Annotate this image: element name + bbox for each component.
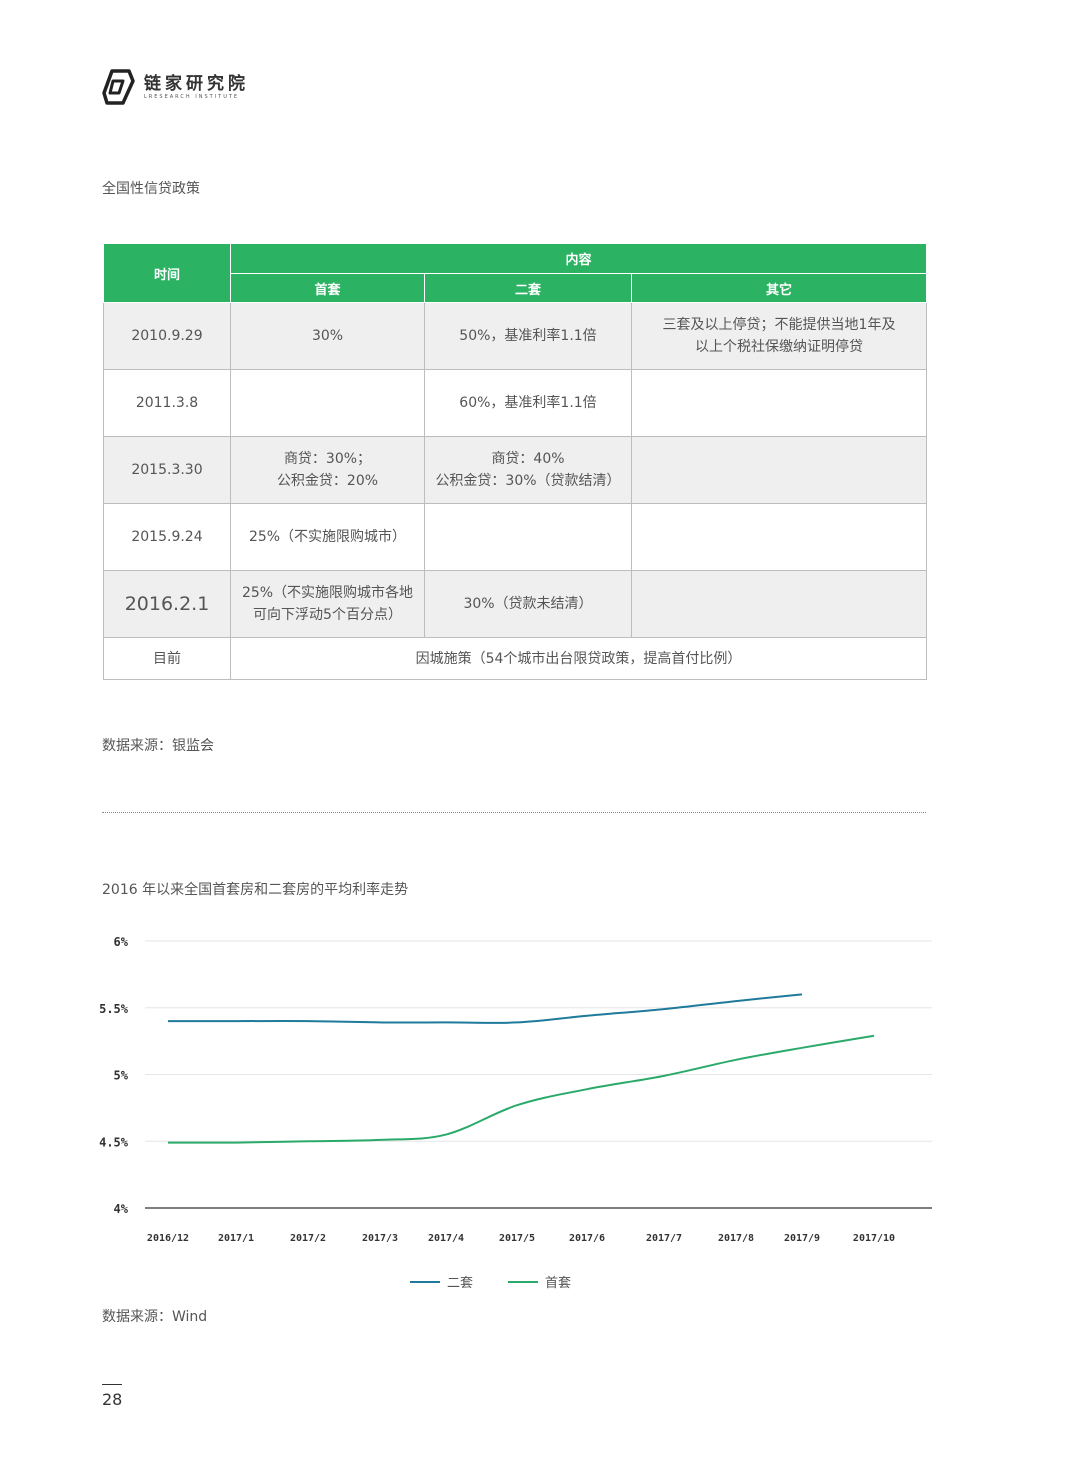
row-second-line: 公积金贷：30%（贷款结清） [435, 473, 621, 489]
rate-line-chart: 6% 5.5% 5% 4.5% 4% 2016/12 2017/1 2017/2 2017/3 2… [99, 935, 932, 1291]
row-first: 商贷：30%； 公积金贷：20% [230, 436, 425, 504]
brand-logo: 链家研究院 LRESEARCH INSTITUTE [102, 68, 249, 106]
x-tick-label: 2017/7 [646, 1233, 682, 1244]
row-first-line: 可向下浮动5个百分点） [253, 607, 402, 623]
header-time: 时间 [103, 243, 231, 303]
chart-title: 2016 年以来全国首套房和二套房的平均利率走势 [102, 882, 409, 898]
brand-name: 链家研究院 [144, 73, 249, 94]
x-tick-label: 2016/12 [147, 1233, 189, 1244]
y-tick-label: 5% [114, 1069, 129, 1083]
series-line-二套 [168, 993, 803, 1024]
table-title: 全国性信贷政策 [102, 181, 200, 197]
x-tick-label: 2017/10 [853, 1233, 895, 1244]
x-tick-label: 2017/1 [218, 1233, 254, 1244]
x-tick-label: 2017/2 [290, 1233, 326, 1244]
row-second: 60%，基准利率1.1倍 [424, 369, 632, 437]
row-time: 2011.3.8 [103, 369, 231, 437]
row-first-line: 25%（不实施限购城市各地 [241, 585, 414, 601]
x-tick-label: 2017/5 [499, 1233, 535, 1244]
page-number: 28 [102, 1390, 123, 1409]
row-other-line: 以上个税社保缴纳证明停贷 [695, 339, 863, 355]
table-row: 2016.2.1 25%（不实施限购城市各地 可向下浮动5个百分点） 30%（贷… [103, 570, 928, 638]
row-second: 50%，基准利率1.1倍 [424, 302, 632, 370]
header-first: 首套 [230, 273, 425, 303]
page-number-rule [102, 1384, 122, 1385]
row-first [230, 369, 425, 437]
table-row: 2010.9.29 30% 50%，基准利率1.1倍 三套及以上停贷；不能提供当… [103, 302, 928, 370]
brand-name-en: LRESEARCH INSTITUTE [144, 93, 240, 100]
x-tick-label: 2017/6 [569, 1233, 605, 1244]
y-tick-label: 4% [114, 1202, 129, 1216]
policy-table: 时间 内容 首套 二套 其它 2010.9.29 30% 50%，基准利率1.1… [103, 243, 928, 680]
table-row-current: 目前 因城施策（54个城市出台限贷政策，提高首付比例） [103, 637, 928, 680]
row-time: 2015.9.24 [103, 503, 231, 571]
table-row: 2015.3.30 商贷：30%； 公积金贷：20% 商贷：40% 公积金贷：3… [103, 436, 928, 504]
legend-label: 二套 [447, 1275, 473, 1291]
table-source: 数据来源：银监会 [102, 738, 214, 754]
row-time: 2016.2.1 [103, 570, 231, 638]
legend-label: 首套 [545, 1275, 571, 1291]
row-second: 商贷：40% 公积金贷：30%（贷款结清） [424, 436, 632, 504]
row-current-content: 因城施策（54个城市出台限贷政策，提高首付比例） [229, 637, 928, 680]
row-other: 三套及以上停贷；不能提供当地1年及 以上个税社保缴纳证明停贷 [630, 302, 928, 370]
header-content: 内容 [229, 243, 928, 274]
row-first-line: 商贷：30%； [283, 451, 372, 467]
x-tick-label: 2017/4 [428, 1233, 464, 1244]
row-first: 30% [230, 302, 425, 370]
row-time: 2015.3.30 [103, 436, 231, 504]
brand-logo-icon [102, 69, 135, 105]
row-second [424, 503, 632, 571]
header-second: 二套 [424, 273, 632, 303]
row-first-line: 公积金贷：20% [276, 473, 379, 489]
row-second-line: 商贷：40% [491, 451, 565, 467]
row-other [630, 503, 928, 571]
row-time: 目前 [103, 637, 231, 680]
row-other-line: 三套及以上停贷；不能提供当地1年及 [662, 317, 896, 333]
x-tick-label: 2017/9 [784, 1233, 820, 1244]
row-first: 25%（不实施限购城市） [230, 503, 425, 571]
table-row: 2011.3.8 60%，基准利率1.1倍 [103, 369, 928, 437]
chart-source: 数据来源：Wind [102, 1309, 208, 1325]
series-line-首套 [167, 1034, 875, 1144]
row-first: 25%（不实施限购城市各地 可向下浮动5个百分点） [230, 570, 425, 638]
x-tick-label: 2017/8 [718, 1233, 754, 1244]
table-row: 2015.9.24 25%（不实施限购城市） [103, 503, 928, 571]
y-tick-label: 5.5% [99, 1002, 129, 1016]
header-other: 其它 [630, 273, 928, 303]
y-tick-label: 6% [114, 935, 129, 949]
section-divider [102, 812, 926, 813]
row-time: 2010.9.29 [103, 302, 231, 370]
y-tick-label: 4.5% [99, 1135, 129, 1149]
row-other [630, 436, 928, 504]
x-tick-label: 2017/3 [362, 1233, 398, 1244]
row-other [630, 570, 928, 638]
row-other [630, 369, 928, 437]
row-second: 30%（贷款未结清） [424, 570, 632, 638]
